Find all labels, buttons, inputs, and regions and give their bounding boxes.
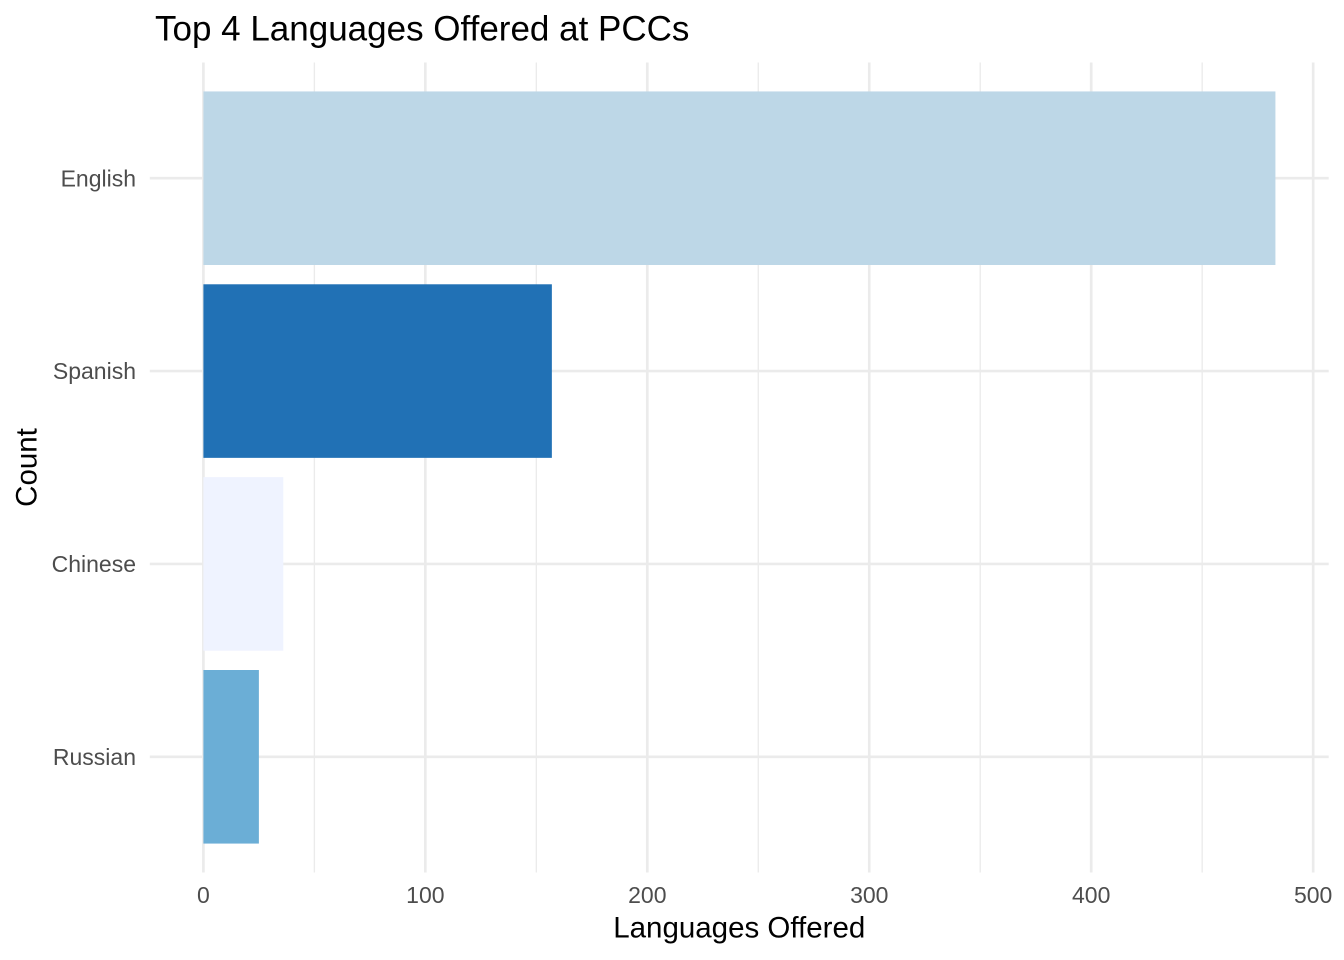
x-tick-label: 400 — [1072, 882, 1110, 908]
bar-series — [203, 91, 1276, 844]
bar-russian — [203, 670, 259, 844]
y-tick-label-russian: Russian — [53, 744, 136, 770]
bar-chinese — [203, 477, 284, 651]
x-tick-label: 200 — [628, 882, 666, 908]
bar-english — [203, 91, 1276, 265]
y-tick-label-chinese: Chinese — [52, 551, 136, 577]
x-tick-label: 500 — [1294, 882, 1332, 908]
x-tick-label: 100 — [406, 882, 444, 908]
bar-spanish — [203, 284, 552, 458]
y-tick-label-english: English — [61, 165, 136, 191]
y-axis-title: Count — [11, 428, 44, 507]
x-tick-label: 0 — [197, 882, 210, 908]
x-axis-tick-labels: 0 100 200 300 400 500 — [197, 882, 1332, 908]
y-tick-label-spanish: Spanish — [53, 358, 136, 384]
x-tick-label: 300 — [850, 882, 888, 908]
x-axis-title: Languages Offered — [613, 912, 865, 945]
y-axis-category-labels: English Spanish Chinese Russian — [52, 165, 136, 770]
chart-title: Top 4 Languages Offered at PCCs — [155, 9, 689, 48]
